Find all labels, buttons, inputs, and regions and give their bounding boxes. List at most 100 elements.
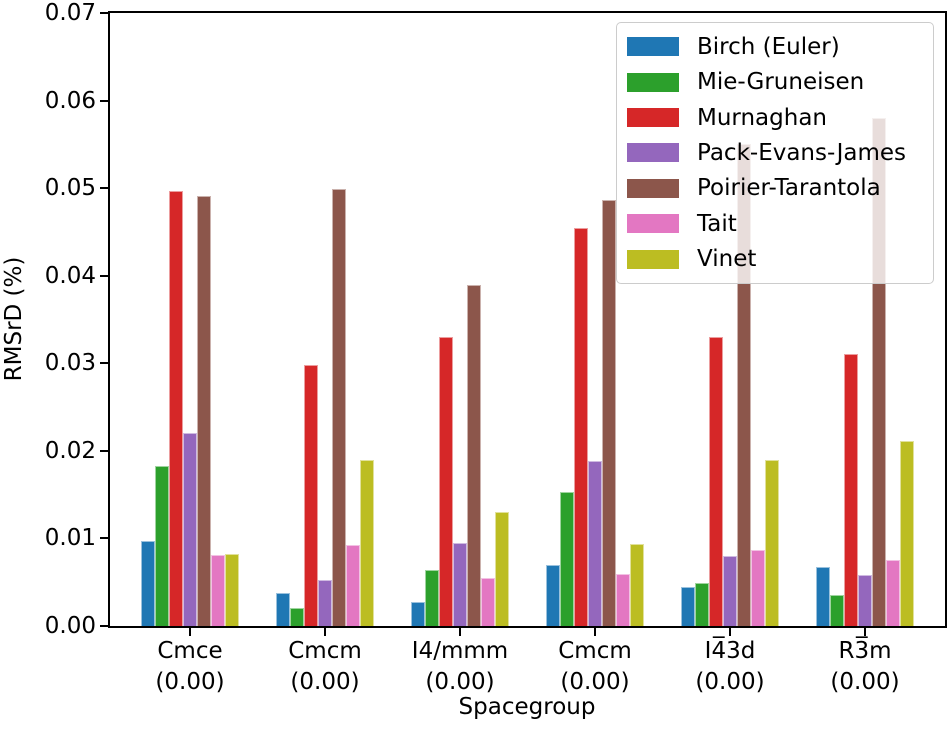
bar xyxy=(844,353,858,626)
x-tick-mark xyxy=(594,628,596,636)
x-tick-label: Cmcm (0.00) xyxy=(250,636,400,698)
bar xyxy=(858,575,872,626)
y-tick-label: 0.02 xyxy=(44,437,96,464)
bar xyxy=(360,459,374,626)
x-axis-title: Spacegroup xyxy=(458,694,596,720)
x-tick-label-name: Cmcm xyxy=(288,638,362,664)
legend-swatch xyxy=(627,178,679,198)
x-tick-label: Cmcm (0.00) xyxy=(520,636,670,698)
x-tick-label: R3̅m (0.00) xyxy=(790,636,940,698)
y-tick-mark xyxy=(100,362,108,365)
bar xyxy=(439,337,453,626)
x-tick-label-value: (0.00) xyxy=(560,669,630,695)
bar xyxy=(411,601,425,626)
y-tick-label: 0.07 xyxy=(44,0,96,26)
legend-label: Vinet xyxy=(697,246,757,273)
y-axis-title: RMSrD (%) xyxy=(1,256,27,382)
legend-swatch xyxy=(627,108,679,128)
y-tick-mark xyxy=(100,12,108,14)
x-tick-label-value: (0.00) xyxy=(425,669,495,695)
y-tick-label: 0.03 xyxy=(44,350,96,377)
legend-label: Mie-Gruneisen xyxy=(697,69,865,96)
legend-swatch xyxy=(627,214,679,234)
bar xyxy=(495,512,509,626)
bar xyxy=(183,433,197,626)
y-tick-label: 0.05 xyxy=(44,175,96,202)
x-tick-label-name: R3̅m xyxy=(838,638,892,664)
legend-label: Tait xyxy=(697,210,737,237)
x-tick-mark xyxy=(864,628,866,636)
x-tick-label-name: I4̅3d xyxy=(704,638,756,664)
y-tick-mark xyxy=(100,537,108,540)
legend-entry: Birch (Euler) xyxy=(627,34,923,60)
bar xyxy=(695,583,709,626)
legend-entry: Mie-Gruneisen xyxy=(627,69,923,95)
bar xyxy=(886,560,900,626)
legend-label: Pack-Evans-James xyxy=(697,139,906,166)
legend-entry: Poirier-Tarantola xyxy=(627,175,923,201)
bar xyxy=(830,595,844,626)
bar xyxy=(588,461,602,626)
legend-entry: Pack-Evans-James xyxy=(627,140,923,166)
bar xyxy=(630,543,644,626)
y-tick-mark xyxy=(100,449,108,452)
plot-area: Birch (Euler) Mie-Gruneisen Murnaghan Pack-… xyxy=(100,11,947,636)
bar xyxy=(574,228,588,626)
y-tick-mark xyxy=(100,625,108,627)
legend-swatch xyxy=(627,37,679,57)
x-tick-mark xyxy=(189,628,191,636)
x-tick-label-name: Cmce xyxy=(157,638,223,664)
x-tick-mark xyxy=(459,628,461,636)
legend-swatch xyxy=(627,143,679,163)
bar xyxy=(816,567,830,626)
y-tick-label: 0.00 xyxy=(44,613,96,639)
bar xyxy=(453,542,467,626)
x-tick-label-value: (0.00) xyxy=(155,669,225,695)
bar xyxy=(155,465,169,626)
y-tick-mark xyxy=(100,99,108,102)
bar xyxy=(346,545,360,626)
y-tick-label: 0.06 xyxy=(44,87,96,114)
legend: Birch (Euler) Mie-Gruneisen Murnaghan Pack-… xyxy=(616,22,934,284)
legend-label: Murnaghan xyxy=(697,104,827,131)
bar xyxy=(225,554,239,626)
x-tick-label: I4/mmm (0.00) xyxy=(385,636,535,698)
x-tick-label-value: (0.00) xyxy=(290,669,360,695)
x-tick-label-name: I4/mmm xyxy=(411,638,509,664)
bar xyxy=(709,337,723,626)
bar xyxy=(481,577,495,626)
legend-swatch xyxy=(627,249,679,269)
y-tick-label: 0.01 xyxy=(44,525,96,552)
legend-entry: Murnaghan xyxy=(627,105,923,131)
y-tick-mark xyxy=(100,274,108,277)
bar xyxy=(560,492,574,626)
bar xyxy=(616,574,630,626)
legend-swatch xyxy=(627,72,679,92)
bar xyxy=(169,190,183,626)
bar xyxy=(318,579,332,626)
bar xyxy=(304,365,318,626)
legend-entry: Tait xyxy=(627,211,923,237)
bar xyxy=(467,285,481,626)
bar xyxy=(681,586,695,626)
x-tick-mark xyxy=(729,628,731,636)
bar xyxy=(751,549,765,626)
bar xyxy=(197,196,211,626)
bar xyxy=(211,555,225,626)
bar xyxy=(765,459,779,626)
legend-label: Birch (Euler) xyxy=(697,33,840,60)
bar xyxy=(425,570,439,626)
bar xyxy=(290,607,304,626)
x-tick-label-value: (0.00) xyxy=(695,669,765,695)
x-tick-label-value: (0.00) xyxy=(830,669,900,695)
bar xyxy=(332,189,346,626)
y-tick-mark xyxy=(100,187,108,190)
legend-label: Poirier-Tarantola xyxy=(697,175,881,202)
y-tick-label: 0.04 xyxy=(44,262,96,289)
bar xyxy=(602,200,616,626)
bar xyxy=(723,555,737,626)
x-tick-label-name: Cmcm xyxy=(558,638,632,664)
bar xyxy=(546,564,560,626)
bar xyxy=(141,541,155,626)
